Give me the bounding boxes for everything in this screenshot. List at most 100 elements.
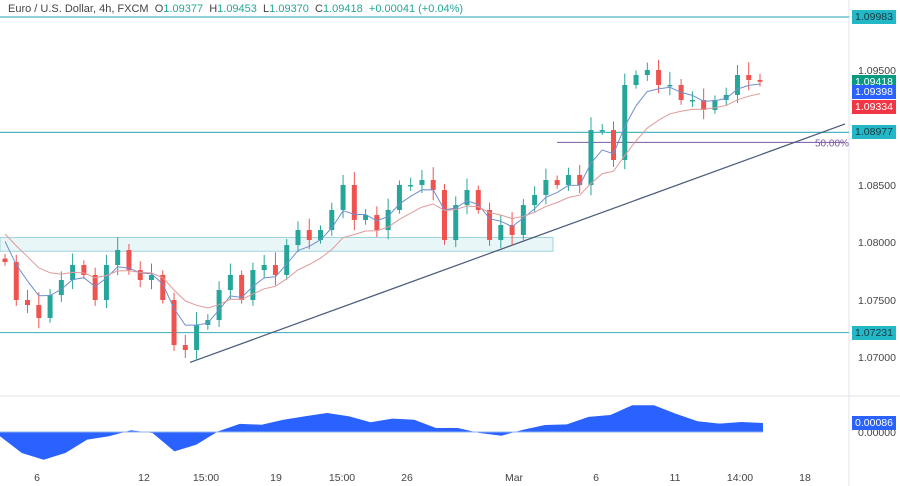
candle-body (441, 190, 447, 241)
candle-body (25, 299, 31, 306)
candle-body (464, 190, 470, 206)
candle-body (115, 249, 121, 266)
candle-body (633, 75, 639, 85)
candle-body (723, 94, 729, 101)
candle-body (194, 324, 200, 350)
level-price-tag: 1.07231 (852, 325, 896, 340)
candle-body (374, 215, 380, 231)
y-axis-label: 1.08000 (858, 237, 896, 250)
candle-body (306, 230, 312, 241)
candle-body (419, 180, 425, 185)
candle-body (284, 245, 290, 275)
candle-body (644, 69, 650, 76)
price-tag: 1.09398 (852, 85, 896, 100)
candle-body (385, 209, 391, 231)
candle-body (2, 258, 8, 263)
x-axis-label: 15:00 (192, 472, 220, 484)
candle-body (239, 274, 245, 300)
candle-body (611, 130, 617, 160)
open-label: O (154, 3, 164, 15)
candle-body (487, 209, 493, 241)
candle-body (667, 84, 673, 87)
chart-header: Euro / U.S. Dollar, 4h, FXCM O1.09377 H1… (8, 3, 463, 15)
candle-body (126, 249, 132, 271)
candle-body (13, 262, 19, 300)
close-label: C (315, 3, 323, 15)
candle-body (565, 175, 571, 185)
x-axis-label: 18 (799, 472, 811, 484)
candle-body (475, 190, 481, 210)
candle-body (250, 270, 256, 300)
level-price-tag: 1.08977 (852, 125, 896, 140)
x-axis-label: Mar (504, 472, 524, 484)
candle-body (498, 224, 504, 241)
x-axis-label: 15:00 (328, 472, 356, 484)
candle-body (430, 180, 436, 191)
level-price-tag: 1.09983 (852, 10, 896, 24)
fast-ma-line (4, 83, 761, 326)
slow-ma-line (4, 93, 761, 309)
candle-body (363, 215, 369, 220)
candle-body (689, 100, 695, 102)
candle-body (160, 274, 166, 300)
candle-body (396, 184, 402, 210)
candle-body (47, 295, 53, 318)
candle-body (734, 75, 740, 95)
candle-body (103, 265, 109, 300)
candle-body (318, 230, 324, 241)
x-axis-label: 12 (138, 472, 150, 484)
low-label: L (263, 3, 270, 15)
candle-body (36, 305, 42, 318)
candle-body (329, 209, 335, 231)
support-zone (0, 236, 554, 252)
x-axis-label: 19 (270, 472, 282, 484)
candle-body (408, 184, 414, 187)
candle-body (577, 175, 583, 185)
close-value: 1.09418 (323, 3, 363, 15)
x-axis-label: 26 (401, 472, 413, 484)
candle-body (554, 180, 560, 185)
oscillator-value-tag: 0.00086 (852, 416, 896, 430)
candle-body (92, 274, 98, 300)
candle-body (351, 184, 357, 220)
y-axis-label: 1.07500 (858, 294, 896, 307)
y-axis-label: 1.07000 (858, 352, 896, 365)
y-axis-label: 1.08500 (858, 180, 896, 193)
candle-body (520, 205, 526, 235)
candle-body (532, 194, 538, 206)
candle-body (453, 205, 459, 241)
candle-body (182, 345, 188, 350)
trendline (189, 123, 846, 364)
candle-body (701, 100, 707, 110)
x-axis-label: 6 (593, 472, 599, 484)
y-axis-label: 1.09500 (858, 65, 896, 78)
candle-body (148, 274, 154, 281)
candle-body (588, 130, 594, 185)
candle-body (227, 274, 233, 291)
candle-body (622, 84, 628, 160)
candle-body (757, 79, 763, 82)
candle-body (509, 224, 515, 235)
candle-body (81, 265, 87, 275)
candle-body (543, 180, 549, 195)
candle-body (261, 265, 267, 271)
x-axis-label: 6 (34, 472, 40, 484)
candle-body (272, 265, 278, 275)
candle-body (656, 69, 662, 85)
symbol-title: Euro / U.S. Dollar, 4h, FXCM (8, 3, 149, 15)
x-axis-label: 11 (669, 472, 681, 484)
high-label: H (209, 3, 218, 15)
fib-50-label: 50.00% (815, 138, 849, 149)
candle-body (171, 299, 177, 346)
candle-body (599, 130, 605, 132)
candle-body (340, 184, 346, 210)
oscillator-area (0, 405, 763, 460)
low-value: 1.09370 (269, 3, 309, 15)
candle-body (746, 75, 752, 80)
candle-body (295, 230, 301, 246)
high-value: 1.09453 (217, 3, 257, 15)
candle-body (137, 270, 143, 281)
x-axis-label: 14:00 (726, 472, 754, 484)
price-tag: 1.09334 (852, 99, 896, 114)
